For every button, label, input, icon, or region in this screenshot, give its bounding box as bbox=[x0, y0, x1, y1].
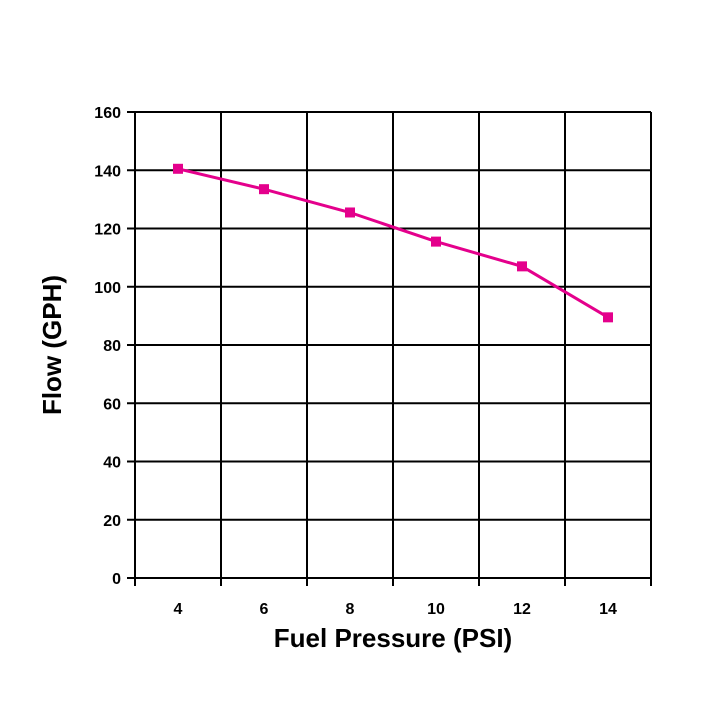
data-point-marker bbox=[345, 207, 355, 218]
y-tick-label: 40 bbox=[103, 455, 121, 472]
series-layer bbox=[173, 163, 613, 323]
data-point-marker bbox=[431, 236, 441, 247]
data-point-marker bbox=[173, 163, 183, 174]
y-tick-label: 160 bbox=[94, 105, 121, 122]
y-tick-label: 0 bbox=[112, 571, 121, 588]
series-line bbox=[177, 167, 609, 319]
y-tick-label: 100 bbox=[94, 280, 121, 297]
x-tick-label: 8 bbox=[346, 601, 355, 618]
y-tick-label: 80 bbox=[103, 338, 121, 355]
x-tick-label: 10 bbox=[427, 601, 445, 618]
axis-layer bbox=[127, 111, 652, 586]
grid-layer bbox=[134, 111, 652, 579]
y-axis-title: Flow (GPH) bbox=[37, 275, 67, 415]
y-tick-label: 120 bbox=[94, 222, 121, 239]
y-tick-label: 60 bbox=[103, 396, 121, 413]
label-layer: 0 20 40 60 80 100 120 140 160 4 6 8 10 12 14 bbox=[94, 105, 617, 618]
y-tick-label: 20 bbox=[103, 513, 121, 530]
data-point-marker bbox=[603, 312, 613, 323]
x-tick-label: 4 bbox=[174, 601, 183, 618]
x-tick-label: 6 bbox=[260, 601, 269, 618]
y-tick-label: 140 bbox=[94, 163, 121, 180]
data-point-marker bbox=[517, 261, 527, 272]
x-axis-title: Fuel Pressure (PSI) bbox=[274, 623, 512, 653]
x-tick-label: 12 bbox=[513, 601, 531, 618]
x-tick-label: 14 bbox=[599, 601, 617, 618]
data-point-marker bbox=[259, 184, 269, 195]
